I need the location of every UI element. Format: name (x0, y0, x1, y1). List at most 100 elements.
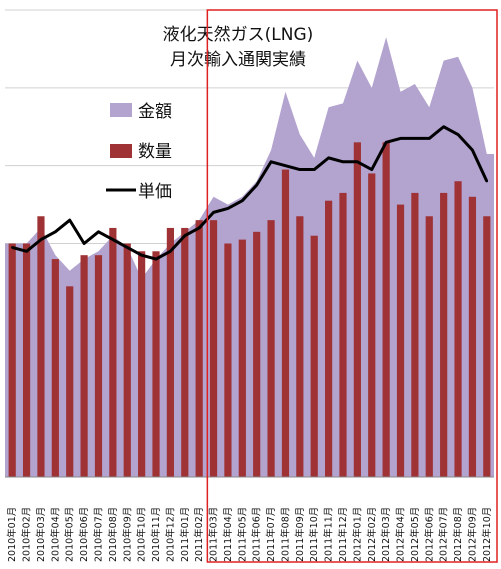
x-tick-label: 2012年08月 (452, 507, 464, 562)
legend: 金額 数量 単価 (106, 102, 172, 202)
volume-bar (353, 142, 361, 478)
volume-bar (382, 142, 390, 478)
x-tick-label: 2011年05月 (236, 507, 248, 562)
unit-price-point (298, 168, 302, 171)
x-tick-label: 2010年08月 (107, 507, 119, 562)
x-tick-label: 2011年02月 (193, 507, 205, 562)
volume-bar (368, 173, 376, 477)
unit-price-point (399, 137, 402, 140)
volume-bar (411, 192, 419, 478)
volume-bar (440, 192, 448, 478)
legend-label-amount: 金額 (138, 102, 172, 122)
volume-bar (209, 220, 218, 477)
unit-price-point (456, 133, 460, 136)
volume-bar (468, 196, 477, 478)
x-tick-label: 2011年12月 (337, 507, 349, 562)
unit-price-point (485, 180, 489, 183)
x-tick-label: 2010年01月 (6, 507, 18, 562)
unit-price-point (82, 242, 86, 245)
x-tick-label: 2011年07月 (265, 507, 277, 562)
unit-price-point (10, 246, 14, 249)
legend-swatch-volume (110, 144, 132, 158)
volume-bar (483, 216, 491, 477)
x-tick-label: 2010年10月 (136, 507, 148, 562)
x-tick-label: 2012年09月 (466, 507, 478, 562)
unit-price-point (68, 218, 71, 222)
unit-price-point (284, 164, 287, 167)
volume-bar (238, 239, 246, 477)
volume-bar (396, 204, 405, 478)
volume-bar (166, 227, 174, 477)
x-tick-label: 2010年09月 (121, 507, 133, 562)
unit-price-point (126, 246, 129, 249)
volume-bar (51, 259, 59, 477)
unit-price-point (241, 199, 244, 202)
volume-bar (296, 216, 304, 477)
x-tick-label: 2011年10月 (308, 507, 320, 562)
x-tick-label: 2011年08月 (279, 507, 291, 562)
x-tick-label: 2010年05月 (64, 507, 76, 562)
unit-price-point (384, 141, 388, 144)
unit-price-polyline (11, 125, 489, 261)
volume-bar (152, 251, 160, 477)
x-tick-labels: 2010年01月 2010年02月 2010年03月 2010年04月 2010年05月… (6, 507, 493, 562)
chart-subtitle: 月次輸入通関実績 (170, 50, 306, 70)
volume-bar (253, 231, 261, 477)
x-tick-label: 2010年04月 (49, 507, 61, 562)
x-tick-label: 2010年07月 (92, 507, 104, 562)
unit-price-point (39, 238, 43, 241)
volume-bar (109, 227, 117, 477)
unit-price-point (313, 168, 316, 171)
unit-price-point (154, 257, 158, 261)
x-tick-label: 2011年03月 (208, 507, 220, 562)
volume-bar (8, 243, 16, 477)
unit-price-point (212, 211, 215, 214)
unit-price-point (428, 137, 431, 140)
x-tick-label: 2012年02月 (366, 507, 378, 562)
volume-bar (195, 220, 203, 477)
x-tick-label: 2011年01月 (179, 507, 191, 562)
unit-price-line (10, 125, 489, 261)
volume-bar (138, 251, 146, 477)
volume-bar (325, 200, 333, 478)
legend-label-price: 単価 (138, 182, 172, 202)
x-tick-label: 2012年06月 (423, 507, 435, 562)
unit-price-point (341, 160, 345, 163)
legend-label-volume: 数量 (138, 142, 172, 162)
unit-price-point (54, 230, 57, 234)
unit-price-point (183, 234, 186, 237)
unit-price-point (169, 250, 172, 253)
volume-bar (22, 243, 31, 477)
x-tick-label: 2010年12月 (164, 507, 176, 562)
x-tick-label: 2012年07月 (438, 507, 450, 562)
legend-swatch-amount (110, 103, 132, 117)
volume-bar (94, 255, 103, 477)
unit-price-point (370, 168, 373, 171)
unit-price-point (25, 250, 28, 253)
volume-bar (181, 227, 189, 477)
unit-price-point (255, 183, 258, 187)
x-tick-label: 2011年11月 (323, 507, 335, 562)
unit-price-point (327, 156, 330, 160)
volume-bar (37, 216, 45, 477)
x-tick-label: 2011年09月 (294, 507, 306, 562)
x-tick-label: 2012年01月 (351, 507, 363, 562)
volume-bar (66, 286, 74, 477)
x-tick-label: 2010年02月 (21, 507, 33, 562)
volume-bars (8, 142, 491, 478)
unit-price-point (356, 160, 359, 163)
x-tick-label: 2010年11月 (150, 507, 162, 562)
unit-price-point (269, 160, 273, 163)
x-tick-label: 2012年05月 (409, 507, 421, 562)
chart-title: 液化天然ガス(LNG) (163, 25, 314, 45)
x-tick-label: 2011年06月 (251, 507, 263, 562)
volume-bar (267, 220, 275, 477)
volume-bar (224, 243, 232, 477)
x-tick-label: 2012年04月 (395, 507, 407, 562)
unit-price-point (197, 226, 201, 230)
volume-bar (310, 235, 318, 477)
highlight-box (206, 9, 498, 563)
unit-price-point (471, 148, 474, 152)
x-tick-label: 2011年04月 (222, 507, 234, 562)
volume-bar (80, 255, 88, 477)
